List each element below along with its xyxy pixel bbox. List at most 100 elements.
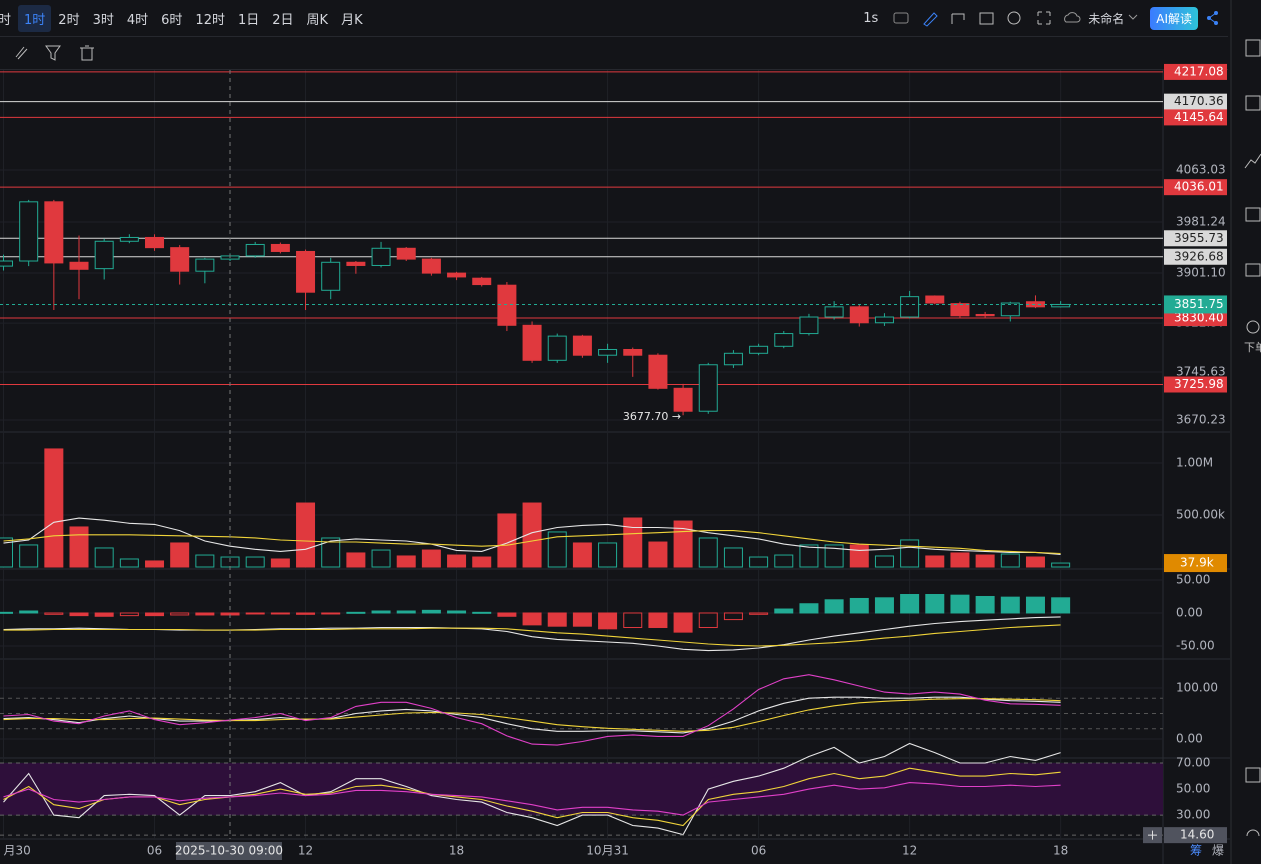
candle-body (346, 261, 366, 266)
macd-bar (145, 612, 165, 617)
chevron[interactable] (1124, 12, 1144, 24)
order-icon[interactable] (1246, 320, 1260, 334)
candle-body (950, 303, 970, 317)
interval-button[interactable]: 1时 (18, 4, 52, 32)
last-price-tag (1164, 295, 1227, 314)
wallet-icon[interactable] (1245, 95, 1261, 111)
volume-bar (900, 539, 920, 568)
volume-bar (0, 537, 13, 568)
indicator-line (3, 517, 1061, 556)
share-icon[interactable] (1198, 8, 1228, 28)
etf-icon[interactable] (1245, 263, 1261, 277)
speed-button[interactable]: 1s (863, 10, 879, 26)
macd-bar (69, 612, 89, 617)
candle-body (824, 306, 844, 318)
macd-bar (799, 603, 819, 614)
delete-icon[interactable] (80, 45, 94, 61)
bottom-tool[interactable]: 筹 (1190, 844, 1202, 858)
order-label[interactable]: 下单 (1244, 341, 1261, 354)
panel-icon[interactable] (1245, 767, 1261, 783)
save-icon[interactable] (979, 12, 994, 25)
interval-button[interactable]: 月K (341, 12, 363, 28)
price-level-label: 4217.08 (1174, 64, 1224, 78)
indicator-line (3, 624, 1061, 647)
macd-bar (371, 610, 391, 614)
interval-button[interactable]: 4时 (126, 12, 149, 28)
layout-icon[interactable] (951, 13, 965, 24)
candle-body (925, 295, 945, 304)
y-tick-label: 3745.63 (1176, 364, 1226, 378)
indicator-line (3, 674, 1061, 746)
magnet-icon[interactable] (15, 46, 28, 60)
volume-bar (371, 549, 391, 568)
indicator-line (3, 698, 1061, 732)
interval-button[interactable]: 时 (0, 12, 12, 28)
price-level-tag (1164, 248, 1227, 265)
macd-bar (673, 612, 693, 633)
macd-bar (572, 612, 592, 627)
drawing-toolbar (0, 37, 1228, 70)
y-tick-label: 70.00 (1176, 756, 1210, 770)
candle-body (522, 324, 542, 361)
interval-button[interactable]: 3时 (92, 12, 114, 28)
candle-body (698, 364, 718, 412)
last-volume-tag (1164, 554, 1227, 573)
interval-button[interactable]: 12时 (195, 12, 225, 28)
macd-bar (195, 612, 215, 616)
volume-bar (321, 537, 341, 568)
y-tick-label: 50.00 (1176, 782, 1210, 796)
volume-bar (296, 502, 316, 568)
x-tick-label: 18 (1053, 844, 1068, 858)
macd-bar (296, 612, 316, 615)
macd-bar (1051, 597, 1071, 614)
trend-icon[interactable] (1244, 153, 1261, 169)
sidebar: 下单 (1230, 0, 1261, 864)
monitor-icon[interactable] (1245, 207, 1261, 222)
volume-bar (774, 554, 794, 568)
interval-button[interactable]: 周K (306, 12, 329, 28)
price-level-label: 4170.36 (1174, 94, 1224, 108)
doc-icon[interactable] (1245, 39, 1261, 57)
add-icon (1148, 830, 1157, 840)
y-tick-label: 3901.10 (1176, 266, 1226, 280)
interval-button[interactable]: 2日 (272, 12, 294, 28)
sidebar-icons: 下单 (1244, 39, 1261, 837)
volume-bar (19, 544, 39, 568)
candle-body (371, 247, 391, 266)
candle-body (849, 306, 869, 324)
fullscreen-icon[interactable] (1037, 11, 1051, 25)
price-level-tag (1164, 230, 1227, 247)
interval-button[interactable]: 2时 (58, 12, 80, 28)
candle-body (749, 345, 769, 354)
x-tick-label: 10月31 (586, 844, 629, 858)
macd-bar (1000, 596, 1020, 614)
camera-icon[interactable] (893, 12, 909, 24)
bottom-tool[interactable]: 爆 (1212, 844, 1224, 858)
crosshair-label: 2025-10-30 09:00 (175, 844, 283, 858)
y-tick-label: 0.00 (1176, 605, 1203, 619)
filter-icon[interactable] (45, 45, 61, 61)
x-tick-label: 18 (449, 844, 464, 858)
ai-button[interactable]: AI解读 (1150, 6, 1198, 30)
interval-button[interactable]: 1日 (237, 12, 260, 28)
y-tick-label: 30.00 (1176, 808, 1210, 822)
x-tick-label: 12 (902, 844, 917, 858)
volume-bar (950, 552, 970, 568)
settings-icon[interactable] (1007, 11, 1021, 25)
candle-body (321, 261, 341, 291)
candle-body (0, 260, 13, 267)
layout-name[interactable]: 未命名 (1088, 11, 1125, 26)
chart: 月30 06 12 18 10月31 06 12 18 4063.03 3981.24 3901.1… (0, 63, 1230, 864)
volume-bar (522, 502, 542, 568)
draw-icon[interactable] (923, 12, 938, 27)
last-volume-label: 37.9k (1180, 556, 1214, 570)
candle-body (774, 333, 794, 347)
macd-bar (472, 611, 492, 614)
indicator-line (3, 530, 1061, 555)
interval-button[interactable]: 6时 (161, 12, 183, 28)
macd-bar (270, 612, 290, 615)
support-icon[interactable] (1246, 829, 1260, 837)
price-level-tag (1164, 63, 1227, 80)
y-tick-label: 0.00 (1176, 731, 1203, 745)
price-level-label: 3926.68 (1174, 249, 1224, 263)
